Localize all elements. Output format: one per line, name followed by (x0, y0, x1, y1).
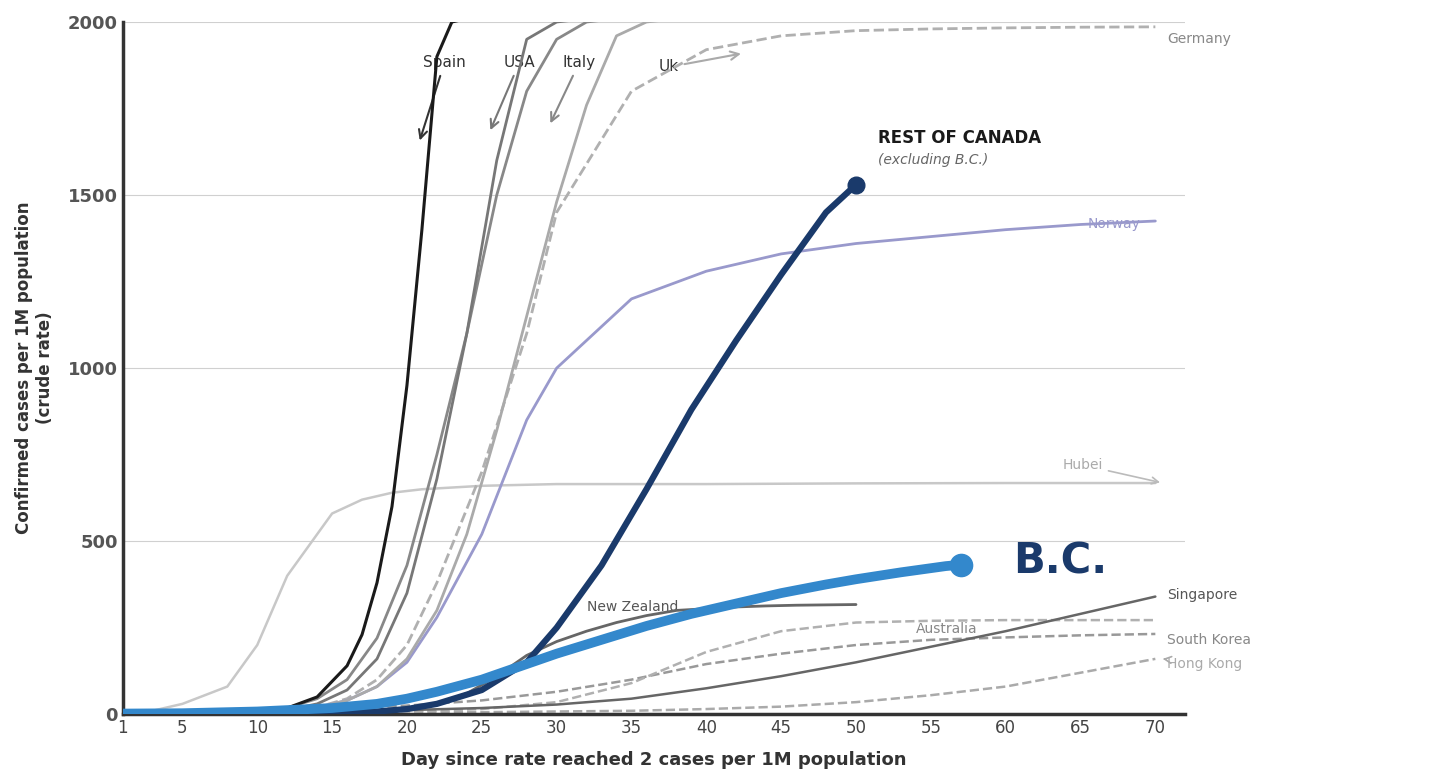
Text: Singapore: Singapore (1168, 588, 1238, 602)
Y-axis label: Confirmed cases per 1M population
(crude rate): Confirmed cases per 1M population (crude… (14, 201, 53, 535)
Text: (excluding B.C.): (excluding B.C.) (879, 154, 989, 167)
Text: South Korea: South Korea (1168, 633, 1251, 647)
Text: B.C.: B.C. (1014, 541, 1107, 583)
Text: New Zealand: New Zealand (587, 600, 677, 614)
Text: Spain: Spain (418, 56, 466, 138)
Text: Hubei: Hubei (1063, 458, 1158, 484)
Text: Italy: Italy (551, 56, 595, 122)
Text: Norway: Norway (1089, 217, 1140, 231)
X-axis label: Day since rate reached 2 cases per 1M population: Day since rate reached 2 cases per 1M po… (401, 751, 907, 769)
Text: REST OF CANADA: REST OF CANADA (879, 129, 1041, 147)
Text: USA: USA (490, 56, 535, 128)
Text: Hong Kong: Hong Kong (1165, 657, 1242, 671)
Text: Uk: Uk (659, 52, 739, 74)
Text: Australia: Australia (916, 622, 978, 637)
Text: Germany: Germany (1168, 32, 1231, 46)
